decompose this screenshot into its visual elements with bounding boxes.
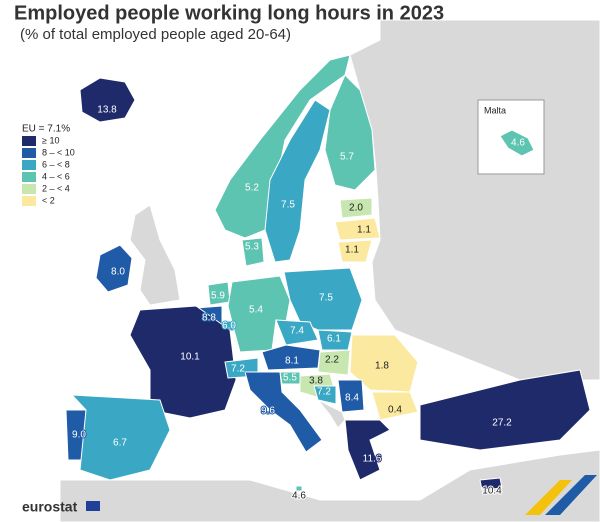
legend-label: ≥ 10: [42, 135, 59, 145]
region: [339, 197, 373, 219]
legend-title: EU = 7.1%: [22, 124, 70, 135]
legend-swatch: [22, 136, 36, 146]
region-label: 5.3: [245, 242, 259, 253]
region-label: 8.4: [345, 393, 359, 404]
region-label: 3.8: [309, 376, 323, 387]
region: [283, 267, 363, 331]
legend: EU = 7.1% ≥ 10 8 – < 10 6 – < 8 4 – < 6 2 – …: [22, 124, 75, 206]
region: [264, 99, 331, 263]
land-africa: [59, 449, 600, 522]
region-label: 8.8: [202, 313, 216, 324]
region: [214, 54, 351, 239]
region-label: 1.8: [375, 361, 389, 372]
region-label: 9.6: [261, 406, 275, 417]
region-label: 0.4: [388, 405, 402, 416]
legend-swatch: [22, 196, 36, 206]
region-label: 9.0: [72, 430, 86, 441]
region: [244, 371, 323, 453]
region-label: 1.1: [357, 225, 371, 236]
region: [79, 77, 136, 123]
region-label: 5.7: [340, 152, 354, 163]
inset-label: 4.6: [511, 138, 525, 149]
region-label: 6.7: [113, 438, 127, 449]
region-label: 7.2: [317, 387, 331, 398]
region-label: 10.1: [180, 352, 200, 363]
region: [337, 379, 365, 413]
region: [337, 239, 373, 263]
labels: 13.8 8.0 5.2 7.5 5.7 2.0 1.1 1.1 5.3 5.9 8.8 6.0 5.4…: [71, 104, 513, 503]
region-label: 11.6: [363, 454, 382, 465]
legend-label: < 2: [42, 195, 55, 205]
region-label: 8.1: [285, 356, 299, 367]
land-balkans: [317, 399, 346, 429]
region: [317, 349, 351, 376]
region-label: 7.5: [281, 200, 295, 211]
region-label: 8.0: [111, 267, 125, 278]
region: [334, 217, 381, 241]
region: [241, 237, 265, 267]
region: [129, 305, 237, 419]
region: [70, 394, 171, 481]
inset-region: [499, 129, 535, 157]
region-label: 5.9: [211, 291, 225, 302]
legend-label: 2 – < 4: [42, 183, 70, 193]
title: Employed people working long hours in 20…: [14, 2, 444, 24]
legend-swatch: [22, 172, 36, 182]
logo-flag: [86, 501, 100, 511]
region-label: 27.2: [492, 418, 512, 429]
region-label: 2.0: [349, 203, 363, 214]
region-label: 10.4: [482, 486, 502, 497]
legend-swatch: [22, 184, 36, 194]
corner-stripe: [525, 480, 572, 515]
legend-label: 8 – < 10: [42, 147, 75, 157]
subtitle: (% of total employed people aged 20-64): [20, 26, 291, 43]
region: [227, 275, 291, 353]
region-label: 7.4: [290, 326, 304, 337]
land-uk: [129, 204, 181, 306]
corner-stripe: [545, 475, 597, 515]
region: [324, 74, 376, 191]
legend-swatch: [22, 148, 36, 158]
region: [275, 319, 319, 346]
inset: Malta 4.6: [477, 99, 545, 175]
region-label: 5.5: [283, 373, 297, 384]
region-label: 7.2: [231, 364, 245, 375]
logo-text: eurostat: [22, 499, 78, 515]
legend-swatch: [22, 160, 36, 170]
region-label: 2.2: [325, 355, 339, 366]
region: [419, 369, 591, 451]
region-label: 6.1: [327, 334, 341, 345]
region-label: 6.0: [222, 321, 236, 332]
region: [479, 477, 503, 491]
region: [371, 391, 419, 421]
region-label: 5.2: [245, 183, 259, 194]
regions: [65, 54, 591, 492]
region: [344, 419, 391, 481]
region: [313, 385, 337, 405]
region: [95, 244, 133, 293]
region-label: 7.5: [319, 293, 333, 304]
region: [295, 485, 303, 492]
legend-label: 4 – < 6: [42, 171, 70, 181]
region-label: 5.4: [249, 305, 263, 316]
region-label: 4.6: [292, 491, 306, 502]
region-label: 13.8: [97, 105, 117, 116]
region-label: 1.1: [345, 245, 359, 256]
inset-title: Malta: [484, 105, 506, 115]
legend-label: 6 – < 8: [42, 159, 70, 169]
